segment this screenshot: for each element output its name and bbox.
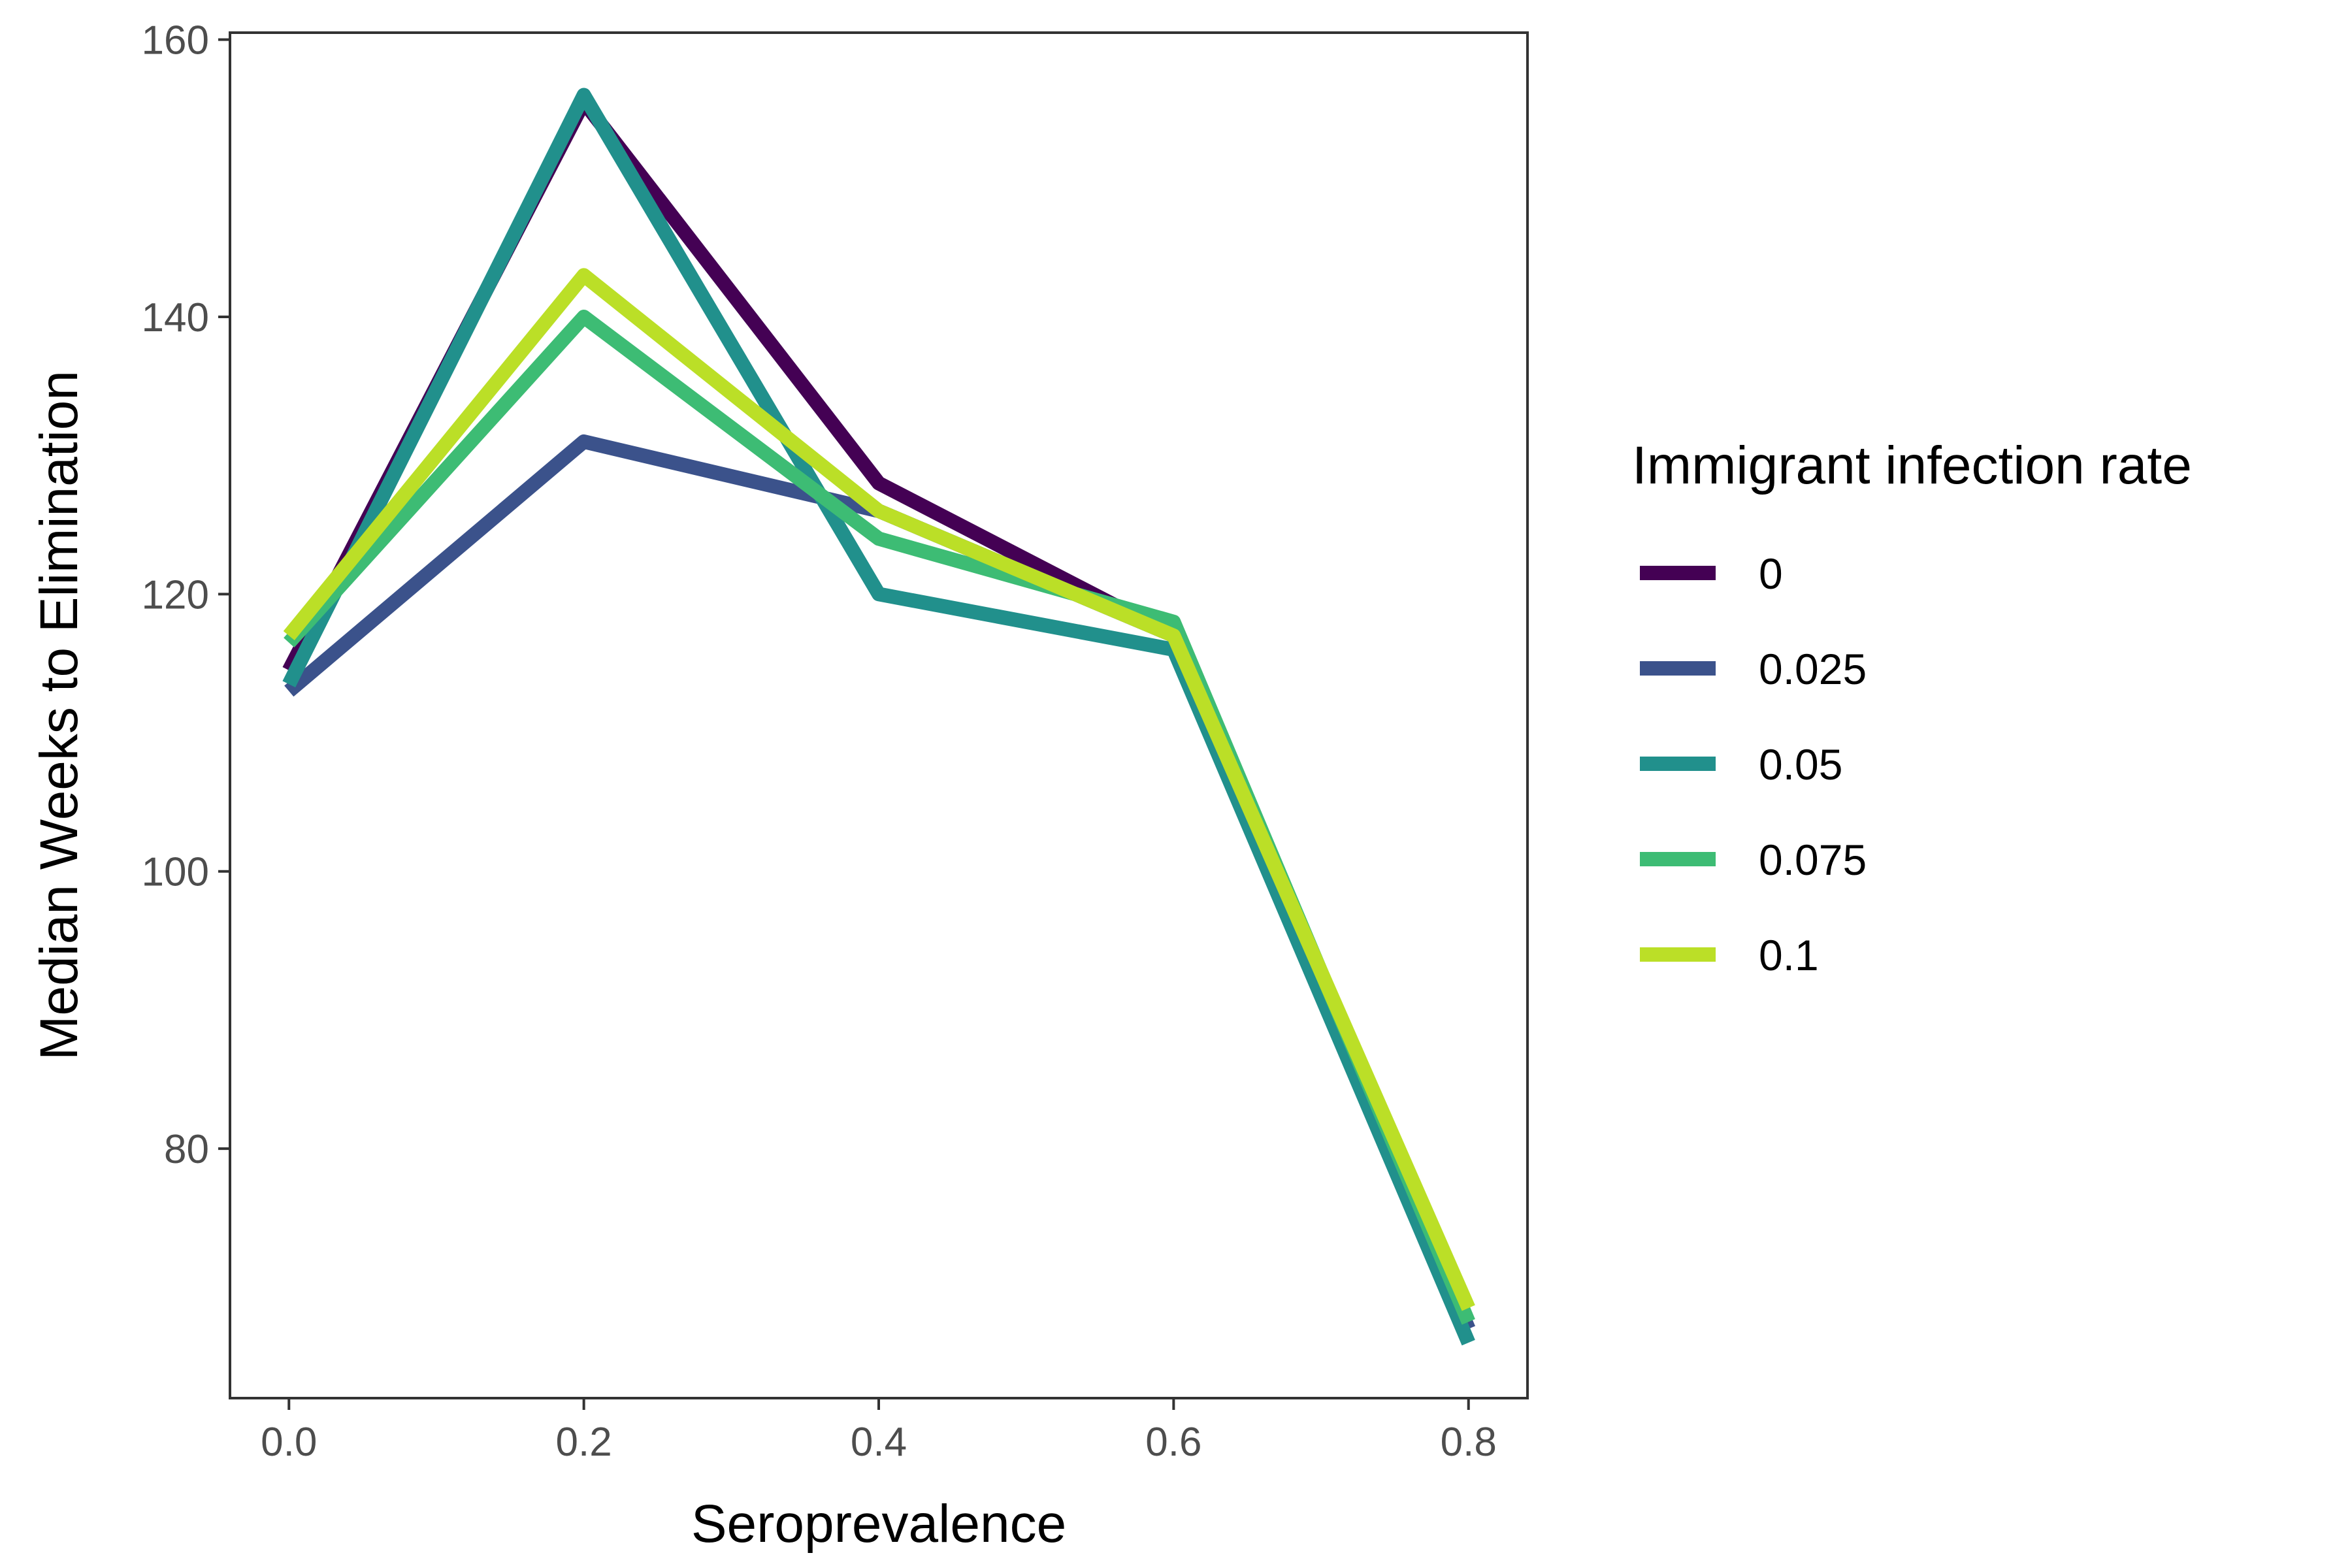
x-tick-label: 0.6	[1145, 1420, 1201, 1465]
x-axis: 0.0 0.2 0.4 0.6 0.8	[261, 1398, 1497, 1465]
legend-label: 0	[1759, 549, 1783, 598]
legend: Immigrant infection rate 0 0.025 0.05 0.075…	[1632, 436, 2192, 979]
series-line-0.05	[282, 88, 1475, 1346]
series-line-0.075	[284, 309, 1475, 1325]
legend-title: Immigrant infection rate	[1632, 436, 2192, 495]
series-line-0	[282, 95, 1475, 1332]
y-tick-label: 100	[142, 850, 209, 895]
x-tick-label: 0.0	[261, 1420, 317, 1465]
y-tick-label: 140	[142, 295, 209, 340]
x-axis-title: Seroprevalence	[691, 1494, 1066, 1554]
y-tick-label: 120	[142, 572, 209, 617]
series-line-0.1	[283, 268, 1475, 1311]
legend-items: 0 0.025 0.05 0.075 0.1	[1640, 549, 1867, 979]
x-tick-label: 0.8	[1441, 1420, 1497, 1465]
legend-label: 0.1	[1759, 931, 1819, 979]
series-lines	[282, 88, 1475, 1346]
legend-label: 0.025	[1759, 645, 1867, 693]
y-tick-label: 160	[142, 18, 209, 63]
x-tick-label: 0.4	[851, 1420, 907, 1465]
x-tick-label: 0.2	[556, 1420, 612, 1465]
legend-label: 0.05	[1759, 740, 1842, 789]
y-tick-label: 80	[164, 1127, 209, 1172]
legend-label: 0.075	[1759, 836, 1867, 884]
panel-border	[229, 31, 1529, 1399]
y-axis: 80 100 120 140 160	[142, 18, 230, 1172]
plot-panel	[229, 31, 1529, 1399]
y-axis-title: Median Weeks to Elimination	[29, 370, 89, 1060]
